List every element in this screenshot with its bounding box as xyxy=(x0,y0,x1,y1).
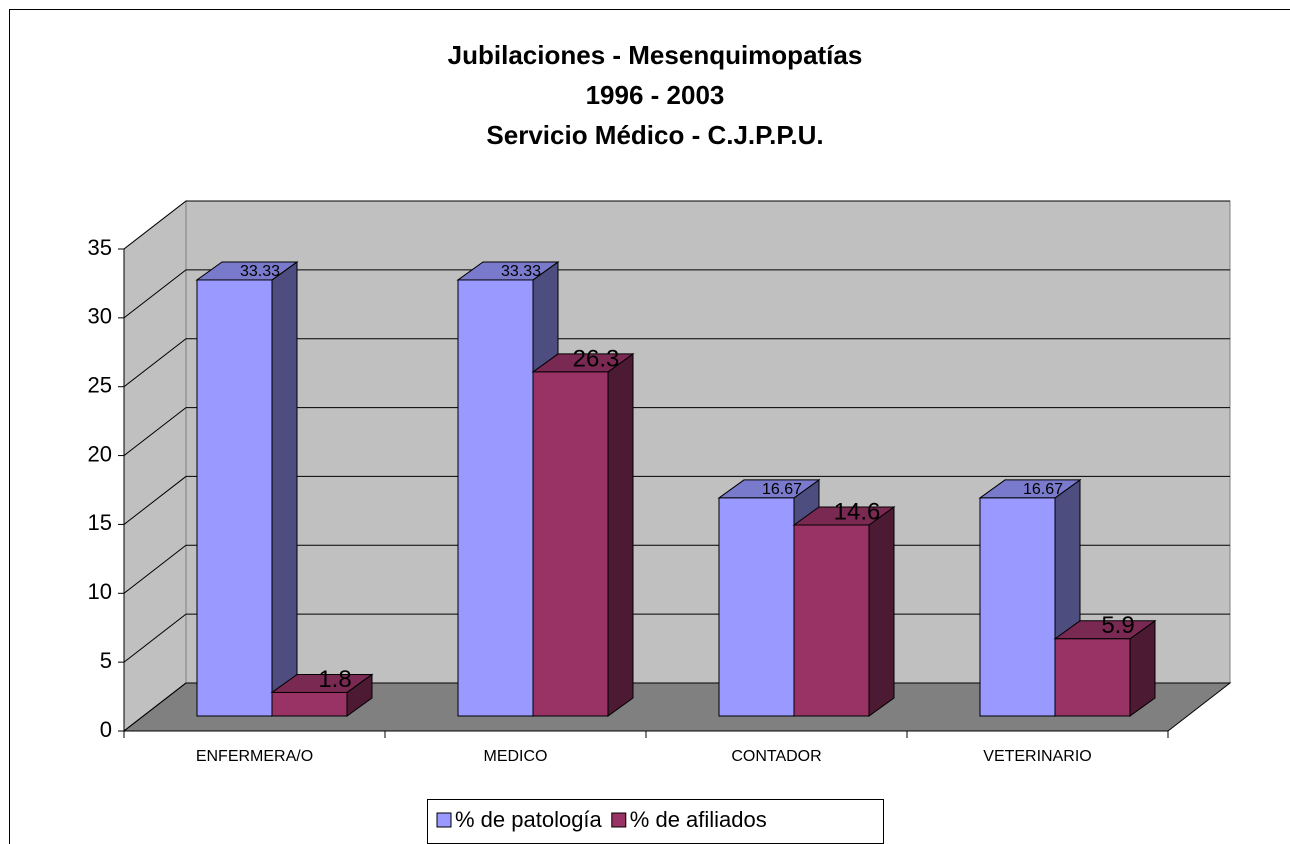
bar-side xyxy=(607,352,634,717)
legend-swatch xyxy=(436,812,452,828)
data-label: 14.6 xyxy=(834,498,881,525)
bar-side xyxy=(271,260,298,717)
legend: % de patología % de afiliados xyxy=(427,799,884,844)
bar xyxy=(1053,619,1157,717)
bar-front xyxy=(979,497,1056,717)
y-tick-label: 10 xyxy=(88,579,112,604)
y-tick-label: 20 xyxy=(88,441,112,466)
bar-front xyxy=(271,691,348,717)
bar xyxy=(195,260,299,717)
y-tick-label: 15 xyxy=(88,510,112,535)
bar-side xyxy=(868,506,895,717)
plot-area: 0 5 10 15 20 25 30 35 ENFERMERA/O 33.33 1.8 MEDICO 3… xyxy=(88,199,1232,844)
side-wall xyxy=(123,199,187,733)
grid-line xyxy=(123,338,1230,388)
bar xyxy=(531,352,635,717)
data-label: 33.33 xyxy=(240,263,280,280)
legend-swatch xyxy=(611,812,627,828)
data-label: 16.67 xyxy=(762,481,802,498)
legend-label: % de patología xyxy=(455,807,603,832)
bar-front xyxy=(718,497,795,717)
y-tick-label: 0 xyxy=(100,717,112,742)
x-tick-label: MEDICO xyxy=(484,748,548,765)
bar-front xyxy=(457,279,534,717)
legend-label: % de afiliados xyxy=(630,807,767,832)
y-tick-label: 5 xyxy=(100,648,112,673)
grid-line xyxy=(123,269,1230,319)
bar-front xyxy=(1054,638,1131,717)
x-tick-label: VETERINARIO xyxy=(983,748,1091,765)
x-tick-label: ENFERMERA/O xyxy=(196,748,313,765)
grid-line xyxy=(123,200,1230,250)
bar-front xyxy=(532,371,609,717)
chart-title: Jubilaciones - Mesenquimopatías xyxy=(448,40,863,70)
chart-title: Servicio Médico - C.J.P.P.U. xyxy=(486,120,823,150)
bar xyxy=(792,506,896,717)
x-tick-label: CONTADOR xyxy=(731,748,821,765)
y-tick-label: 35 xyxy=(88,235,112,260)
data-label: 33.33 xyxy=(501,263,541,280)
grid-line xyxy=(123,407,1230,456)
data-label: 16.67 xyxy=(1023,481,1063,498)
data-label: 26.3 xyxy=(573,345,620,372)
data-label: 1.8 xyxy=(318,666,351,693)
bar xyxy=(270,673,374,717)
data-label: 5.9 xyxy=(1101,612,1134,639)
bar-front xyxy=(793,524,870,717)
y-tick-label: 30 xyxy=(88,304,112,329)
y-tick-label: 25 xyxy=(88,373,112,398)
chart-title: 1996 - 2003 xyxy=(586,80,725,110)
grid-line xyxy=(123,475,1230,525)
bar-front xyxy=(196,279,273,717)
